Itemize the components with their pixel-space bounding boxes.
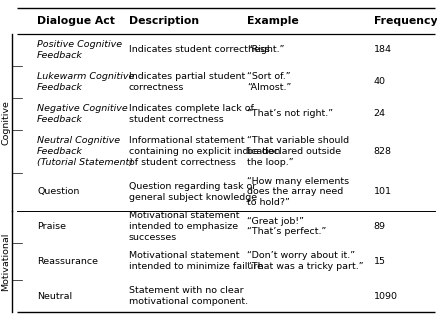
Text: 89: 89: [374, 222, 385, 231]
Text: Neutral Cognitive
Feedback
(Tutorial Statement): Neutral Cognitive Feedback (Tutorial Sta…: [37, 136, 133, 167]
Text: Lukewarm Cognitive
Feedback: Lukewarm Cognitive Feedback: [37, 72, 135, 92]
Text: Example: Example: [247, 16, 298, 26]
Text: “Don’t worry about it.”
“That was a tricky part.”: “Don’t worry about it.” “That was a tric…: [247, 252, 364, 271]
Text: Frequency*: Frequency*: [374, 16, 437, 26]
Text: Informational statement
containing no explicit indication
of student correctness: Informational statement containing no ex…: [129, 136, 280, 167]
Text: 184: 184: [374, 45, 392, 54]
Text: Negative Cognitive
Feedback: Negative Cognitive Feedback: [37, 104, 128, 124]
Text: 40: 40: [374, 77, 385, 86]
Text: Motivational statement
intended to minimize failure: Motivational statement intended to minim…: [129, 252, 263, 271]
Text: “That’s not right.”: “That’s not right.”: [247, 109, 333, 118]
Text: Reassurance: Reassurance: [37, 257, 98, 266]
Text: Description: Description: [129, 16, 199, 26]
Text: “How many elements
does the array need
to hold?”: “How many elements does the array need t…: [247, 177, 349, 207]
Text: “Great job!”
“That’s perfect.”: “Great job!” “That’s perfect.”: [247, 217, 326, 236]
Text: 828: 828: [374, 147, 392, 156]
Text: “Sort of.”
“Almost.”: “Sort of.” “Almost.”: [247, 72, 291, 92]
Text: Neutral: Neutral: [37, 292, 72, 300]
Text: Motivational: Motivational: [1, 232, 10, 291]
Text: Positive Cognitive
Feedback: Positive Cognitive Feedback: [37, 40, 122, 60]
Text: 24: 24: [374, 109, 385, 118]
Text: 15: 15: [374, 257, 385, 266]
Text: Dialogue Act: Dialogue Act: [37, 16, 115, 26]
Text: Statement with no clear
motivational component.: Statement with no clear motivational com…: [129, 286, 248, 306]
Text: “Right.”: “Right.”: [247, 45, 284, 54]
Text: 101: 101: [374, 187, 392, 196]
Text: Cognitive: Cognitive: [1, 100, 10, 145]
Text: Question: Question: [37, 187, 80, 196]
Text: Indicates student correctness: Indicates student correctness: [129, 45, 270, 54]
Text: Indicates partial student
correctness: Indicates partial student correctness: [129, 72, 245, 92]
Text: Praise: Praise: [37, 222, 66, 231]
Text: Question regarding task or
general subject knowledge: Question regarding task or general subje…: [129, 182, 257, 202]
Text: “That variable should
be declared outside
the loop.”: “That variable should be declared outsid…: [247, 136, 349, 167]
Text: Motivational statement
intended to emphasize
successes: Motivational statement intended to empha…: [129, 211, 239, 242]
Text: 1090: 1090: [374, 292, 398, 300]
Text: Indicates complete lack of
student correctness: Indicates complete lack of student corre…: [129, 104, 254, 124]
